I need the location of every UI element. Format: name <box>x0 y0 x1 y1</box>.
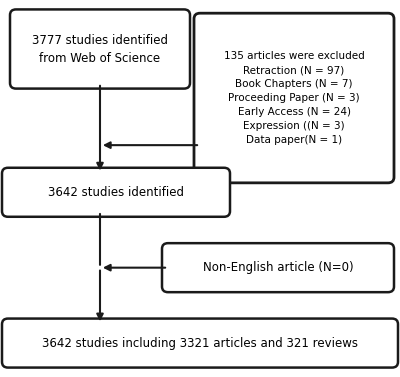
FancyBboxPatch shape <box>10 9 190 89</box>
Text: 135 articles were excluded
Retraction (N = 97)
Book Chapters (N = 7)
Proceeding : 135 articles were excluded Retraction (N… <box>224 51 364 145</box>
FancyBboxPatch shape <box>194 13 394 183</box>
Text: 3777 studies identified
from Web of Science: 3777 studies identified from Web of Scie… <box>32 34 168 64</box>
FancyBboxPatch shape <box>2 168 230 217</box>
Text: Non-English article (N=0): Non-English article (N=0) <box>203 261 353 274</box>
Text: 3642 studies including 3321 articles and 321 reviews: 3642 studies including 3321 articles and… <box>42 337 358 349</box>
FancyBboxPatch shape <box>2 319 398 368</box>
FancyBboxPatch shape <box>162 243 394 292</box>
Text: 3642 studies identified: 3642 studies identified <box>48 186 184 199</box>
